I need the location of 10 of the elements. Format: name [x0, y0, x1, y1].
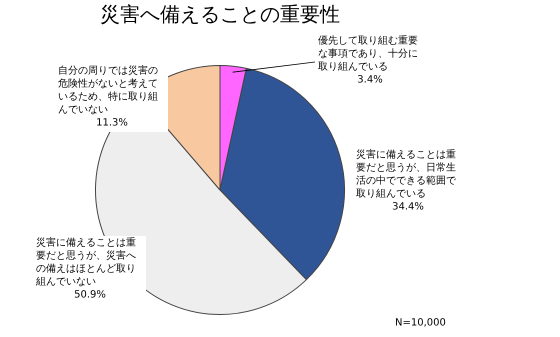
slice-label: 災害に備えることは重要だと思うが、災害への備えはほとんど取り組んでいない [35, 236, 136, 288]
slice-label: 優先して取り組む重要な事項であり、十分に取り組んでいる [318, 34, 418, 73]
data-label: 34.4% [392, 202, 424, 213]
data-label: 3.4% [357, 74, 383, 86]
data-label: 50.9% [74, 290, 106, 301]
slice-label: 自分の周りでは災害の危険性がないと考えているため、特に取り組んでいない [58, 64, 158, 116]
chart-title: 災害へ備えることの重要性 [100, 2, 340, 26]
text: N=10,000 [395, 318, 446, 329]
data-label: 11.3% [96, 118, 128, 129]
slice-label: 災害に備えることは重要だと思うが、日常生活の中でできる範囲で取り組んでいる [356, 148, 457, 200]
